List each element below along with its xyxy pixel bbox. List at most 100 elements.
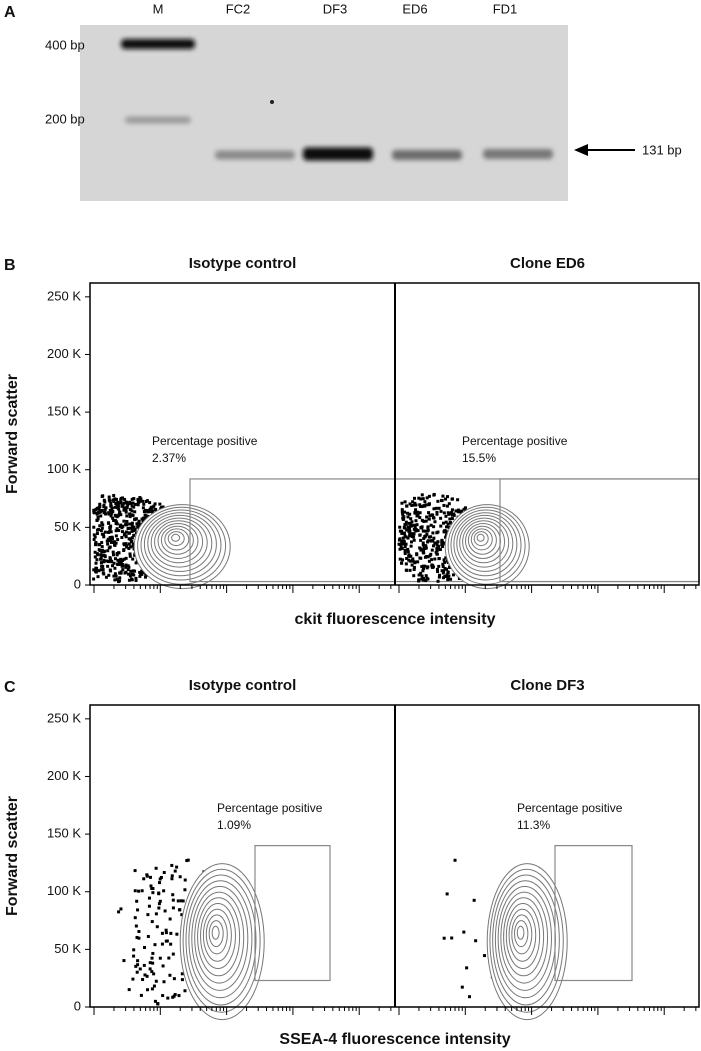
gate-percent: 15.5% [462, 451, 496, 465]
event-dot [143, 946, 147, 950]
event-dot [143, 973, 147, 977]
marker-label: 400 bp [45, 37, 85, 52]
y-axis-label: Forward scatter [4, 374, 21, 494]
event-dot [109, 502, 113, 506]
event-dot [429, 552, 433, 556]
gel-band [483, 149, 553, 159]
event-dot [132, 533, 136, 537]
event-dot [106, 564, 110, 568]
event-dot [434, 550, 438, 554]
event-dot [100, 541, 104, 545]
event-dot [429, 535, 433, 539]
event-dot [405, 504, 409, 508]
event-dot [132, 497, 136, 501]
event-dot [397, 538, 401, 542]
event-dot [101, 553, 105, 557]
event-dot [118, 510, 122, 514]
event-dot [97, 506, 101, 510]
event-dot [101, 571, 105, 575]
event-dot [120, 526, 124, 530]
event-dot [445, 573, 449, 577]
event-dot [171, 906, 175, 910]
event-dot [404, 535, 408, 539]
event-dot [441, 494, 445, 498]
event-dot [100, 545, 104, 549]
event-dot [412, 535, 416, 539]
event-dot [120, 564, 124, 568]
event-dot [142, 877, 146, 881]
event-dot [443, 560, 447, 564]
contour [140, 509, 222, 581]
event-dot [435, 552, 439, 556]
event-dot [474, 939, 478, 943]
contour [147, 514, 213, 572]
event-dot [426, 577, 430, 581]
event-dot [442, 521, 446, 525]
event-dot [449, 512, 453, 516]
event-dot [114, 534, 118, 538]
event-dot [123, 497, 127, 501]
event-dot [126, 526, 130, 530]
event-dot [104, 506, 108, 510]
event-dot [125, 514, 129, 518]
event-dot [157, 902, 161, 906]
event-dot [400, 529, 404, 533]
event-dot [407, 553, 411, 557]
event-dot [418, 511, 422, 515]
event-dot [135, 970, 139, 974]
event-dot [132, 525, 136, 529]
event-dot [450, 517, 454, 521]
event-dot [129, 577, 133, 581]
event-dot [180, 913, 184, 917]
event-dot [160, 942, 164, 946]
gate-label: Percentage positive [517, 801, 623, 815]
event-dot [456, 510, 460, 514]
contour [486, 863, 568, 1021]
y-tick-label: 150 K [47, 826, 81, 841]
event-dot [141, 506, 145, 510]
event-dot [102, 505, 106, 509]
event-dot [169, 942, 173, 946]
event-dot [432, 525, 436, 529]
event-dot [414, 528, 418, 532]
event-dot [423, 534, 427, 538]
event-dot [154, 866, 158, 870]
gate-label: Percentage positive [217, 801, 323, 815]
event-dot [111, 564, 115, 568]
event-dot [167, 956, 171, 960]
event-dot [437, 575, 441, 579]
event-dot [413, 526, 417, 530]
event-dot [412, 574, 416, 578]
event-dot [148, 509, 152, 513]
event-dot [418, 533, 422, 537]
event-dot [152, 984, 156, 988]
event-dot [119, 570, 123, 574]
event-dot [435, 548, 439, 552]
event-dot [92, 511, 96, 515]
event-dot [162, 889, 166, 893]
event-dot [177, 994, 181, 998]
event-dot [400, 547, 404, 551]
event-dot [161, 994, 165, 998]
contour [514, 920, 529, 948]
event-dot [140, 889, 144, 893]
event-dot [445, 525, 449, 529]
event-dot [412, 496, 416, 500]
event-dot [118, 576, 122, 580]
event-dot [109, 504, 113, 508]
event-dot [119, 501, 123, 505]
event-dot [425, 515, 429, 519]
event-dot [408, 502, 412, 506]
event-dot [417, 573, 421, 577]
event-dot [136, 959, 140, 963]
y-tick-label: 100 K [47, 883, 81, 898]
event-dot [176, 899, 180, 903]
event-dot [128, 508, 132, 512]
event-dot [124, 556, 128, 560]
event-dot [130, 536, 134, 540]
event-dot [433, 541, 437, 545]
event-dot [158, 956, 162, 960]
event-dot [125, 506, 129, 510]
event-dot [437, 557, 441, 561]
event-dot [124, 534, 128, 538]
